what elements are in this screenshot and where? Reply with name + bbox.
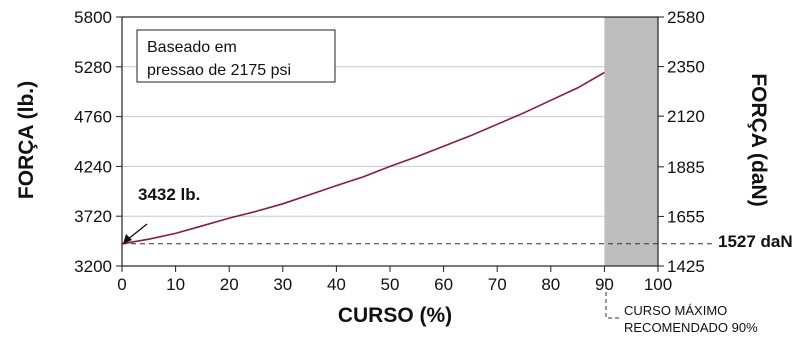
y-axis-left-title: FORÇA (lb.) [15,81,38,199]
x-tick-label: 90 [595,275,614,294]
x-tick-label: 60 [434,275,453,294]
start-force-label: 3432 lb. [138,185,200,204]
y-left-tick-label: 3720 [74,207,112,226]
start-force-arrow [126,223,148,241]
y-right-tick-label: 2580 [667,8,705,27]
y-axis-left-ticks: 3200 3720 4240 4760 5280 5800 [74,8,122,276]
shaded-region-beyond-max-stroke [604,17,658,266]
x-tick-label: 10 [166,275,185,294]
pressure-note-line2: pressao de 2175 psi [147,62,291,79]
y-left-tick-label: 5800 [74,8,112,27]
x-tick-label: 100 [644,275,672,294]
y-left-tick-label: 5280 [74,58,112,77]
y-right-tick-label: 2350 [667,58,705,77]
x-axis-ticks: 0 10 20 30 40 50 60 70 80 90 100 [117,266,672,294]
y-right-tick-label: 1425 [667,257,705,276]
y-left-tick-label: 3200 [74,257,112,276]
max-stroke-leader [605,278,622,319]
y-right-tick-label: 1655 [667,207,705,226]
y-left-tick-label: 4760 [74,108,112,127]
pressure-note-box: Baseado em pressao de 2175 psi [136,29,336,83]
y-right-tick-label: 2120 [667,107,705,126]
x-axis-title: CURSO (%) [338,304,452,327]
y-axis-right-ticks: 1425 1655 1885 2120 2350 2580 [658,8,705,276]
y-right-tick-label: 1885 [667,158,705,177]
x-tick-label: 30 [273,275,292,294]
x-tick-label: 80 [541,275,560,294]
pressure-note-line1: Baseado em [147,39,237,56]
x-tick-label: 70 [488,275,507,294]
x-tick-label: 20 [220,275,239,294]
max-stroke-label-line2: RECOMENDADO 90% [624,320,758,335]
right-force-label: 1527 daN [718,232,793,251]
x-tick-label: 0 [117,275,126,294]
x-tick-label: 50 [381,275,400,294]
series-line-force [121,71,605,245]
y-left-tick-label: 4240 [74,157,112,176]
start-force-arrowhead [123,234,132,244]
max-stroke-label-line1: CURSO MÁXIMO [624,303,727,318]
x-tick-label: 40 [327,275,346,294]
y-axis-right-title: FORÇA (daN) [747,73,770,206]
